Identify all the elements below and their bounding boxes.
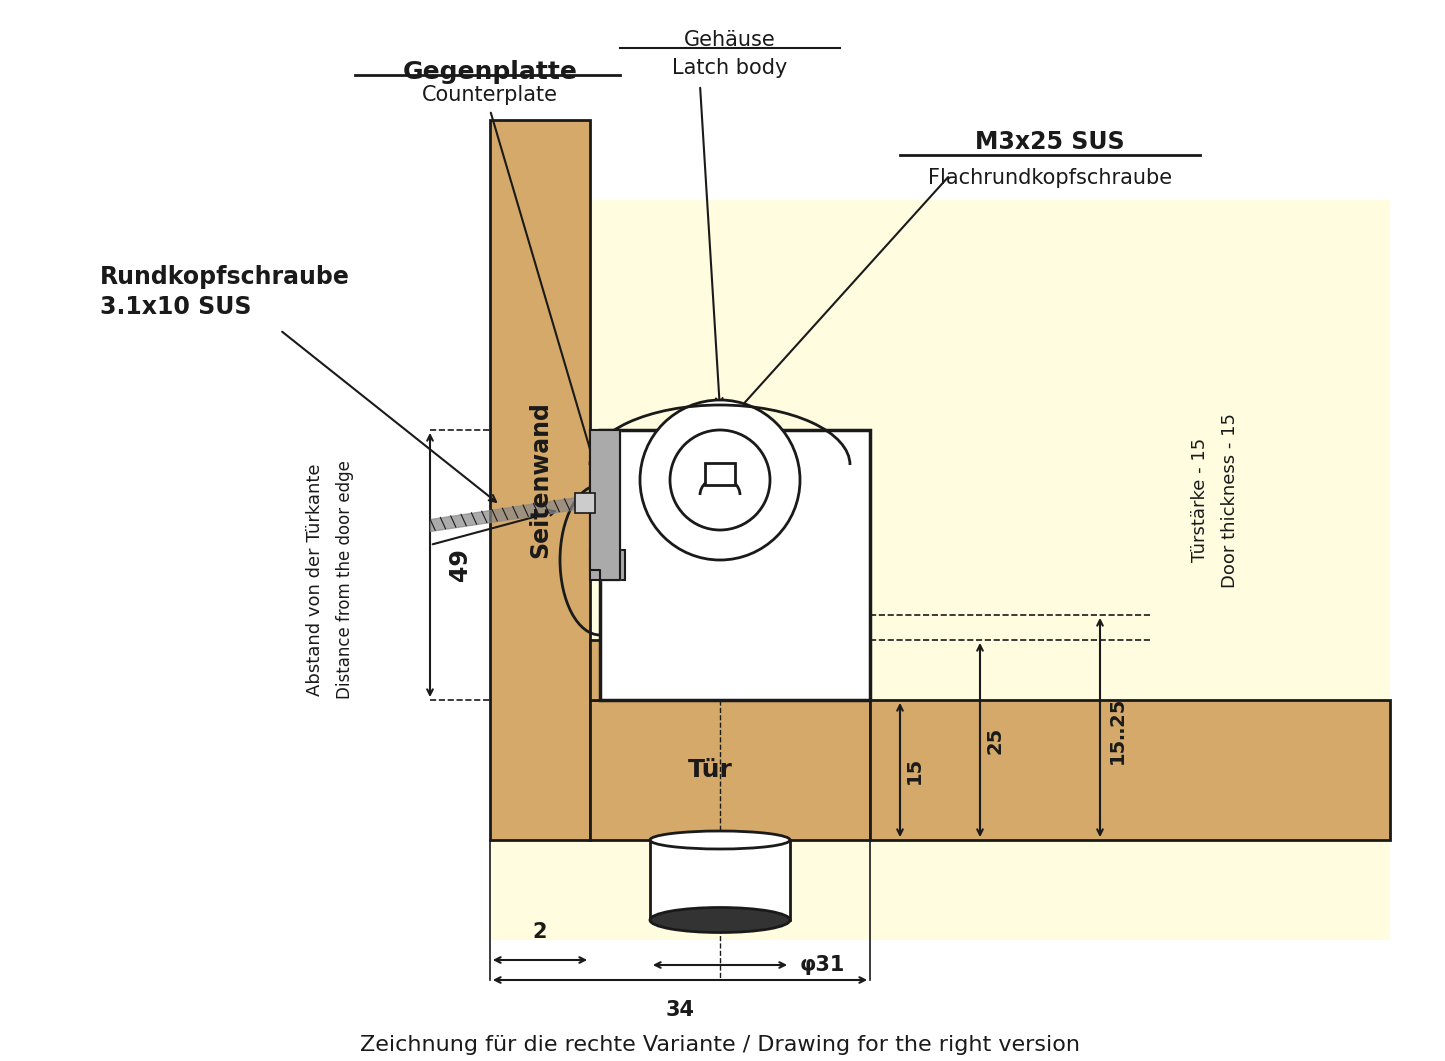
Text: Abstand von der Türkante: Abstand von der Türkante bbox=[306, 464, 324, 696]
Bar bbox=[590, 700, 870, 840]
Text: Latch body: Latch body bbox=[672, 58, 788, 79]
Polygon shape bbox=[590, 430, 620, 580]
Text: 49: 49 bbox=[448, 549, 473, 581]
Text: Rundkopfschraube: Rundkopfschraube bbox=[100, 265, 350, 289]
Text: 15: 15 bbox=[905, 756, 923, 784]
Text: 34: 34 bbox=[666, 1001, 695, 1020]
Text: Gegenplatte: Gegenplatte bbox=[403, 60, 578, 84]
Circle shape bbox=[640, 400, 801, 560]
Text: M3x25 SUS: M3x25 SUS bbox=[975, 131, 1124, 154]
Text: 25: 25 bbox=[985, 727, 1004, 753]
Bar bbox=[650, 840, 790, 920]
Text: 15‥25: 15‥25 bbox=[1108, 696, 1127, 764]
Text: Door thickness - 15: Door thickness - 15 bbox=[1221, 413, 1238, 588]
Text: Distance from the door edge: Distance from the door edge bbox=[337, 460, 354, 699]
Text: Tür: Tür bbox=[688, 758, 733, 782]
Bar bbox=[575, 493, 595, 514]
Bar bbox=[490, 120, 590, 840]
Bar bbox=[600, 430, 870, 700]
Bar bbox=[705, 463, 736, 485]
Bar bbox=[590, 640, 870, 700]
Text: Türstärke - 15: Türstärke - 15 bbox=[1191, 438, 1209, 562]
Text: Zeichnung für die rechte Variante / Drawing for the right version: Zeichnung für die rechte Variante / Draw… bbox=[360, 1034, 1079, 1055]
Bar bbox=[590, 550, 626, 580]
Text: 3.1x10 SUS: 3.1x10 SUS bbox=[100, 295, 251, 319]
Text: Seitenwand: Seitenwand bbox=[527, 401, 552, 558]
Ellipse shape bbox=[650, 831, 790, 849]
Text: 2: 2 bbox=[533, 922, 548, 942]
Bar bbox=[490, 201, 1390, 940]
Bar bbox=[590, 430, 616, 560]
Bar bbox=[870, 700, 1390, 840]
Text: Counterplate: Counterplate bbox=[422, 85, 558, 105]
Text: Flachrundkopfschraube: Flachrundkopfschraube bbox=[928, 168, 1172, 188]
Text: Gehäuse: Gehäuse bbox=[683, 30, 776, 50]
Text: φ31: φ31 bbox=[801, 955, 845, 975]
Ellipse shape bbox=[650, 907, 790, 933]
